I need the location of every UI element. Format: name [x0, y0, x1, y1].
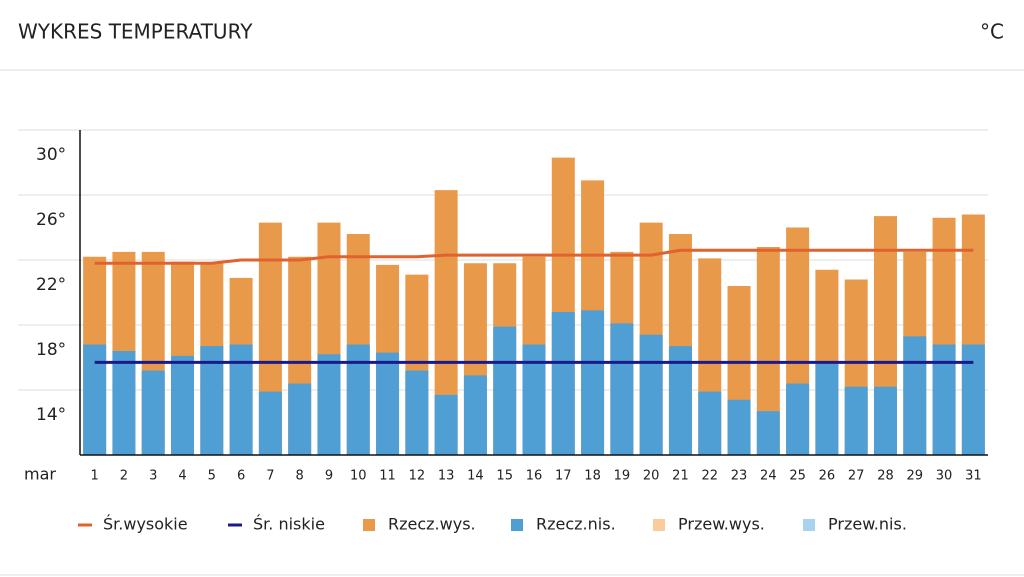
x-tick-label: 20 — [643, 469, 660, 484]
bar — [141, 370, 165, 455]
bar — [668, 346, 692, 455]
bar — [288, 383, 312, 455]
x-axis-label: mar — [24, 465, 56, 484]
unit: °C — [980, 20, 1004, 44]
x-tick-label: 15 — [496, 469, 513, 484]
x-tick-label: 31 — [965, 469, 982, 484]
legend-label: Przew.wys. — [678, 515, 765, 534]
x-tick-label: 28 — [877, 469, 894, 484]
bar — [258, 391, 282, 455]
bar — [317, 354, 341, 455]
legend-label: Rzecz.wys. — [388, 515, 476, 534]
x-tick-label: 10 — [350, 469, 367, 484]
x-tick-label: 25 — [789, 469, 806, 484]
x-tick-label: 2 — [120, 469, 128, 484]
bar — [405, 370, 429, 455]
bar — [83, 344, 107, 455]
legend-marker — [363, 519, 375, 531]
bar — [522, 344, 546, 455]
bar — [844, 386, 868, 455]
legend-marker — [511, 519, 523, 531]
x-tick-label: 9 — [325, 469, 333, 484]
x-tick-label: 14 — [467, 469, 484, 484]
y-tick-label: 26° — [36, 210, 66, 230]
x-tick-label: 12 — [409, 469, 426, 484]
legend-label: Rzecz.nis. — [536, 515, 616, 534]
average-line — [94, 248, 974, 265]
x-tick-label: 26 — [819, 469, 836, 484]
bar — [786, 383, 810, 455]
bar — [815, 364, 839, 455]
y-tick-label: 14° — [36, 405, 66, 425]
x-tick-label: 4 — [178, 469, 186, 484]
bar — [873, 386, 897, 455]
legend-marker — [653, 519, 665, 531]
legend-label: Śr. niskie — [253, 515, 325, 534]
x-tick-label: 23 — [731, 469, 748, 484]
x-tick-label: 1 — [91, 469, 99, 484]
bar — [581, 310, 605, 455]
title: WYKRES TEMPERATURY — [18, 20, 253, 44]
x-tick-label: 3 — [149, 469, 157, 484]
x-tick-label: 16 — [526, 469, 543, 484]
bar — [346, 344, 370, 455]
x-tick-label: 29 — [907, 469, 924, 484]
legend-label: Śr.wysokie — [103, 515, 188, 534]
bar — [756, 247, 780, 455]
bar — [200, 346, 224, 455]
x-tick-label: 18 — [584, 469, 601, 484]
bar — [639, 334, 663, 455]
bar — [610, 323, 634, 455]
bar — [756, 411, 780, 455]
bar — [698, 391, 722, 455]
x-tick-label: 7 — [266, 469, 274, 484]
x-tick-label: 24 — [760, 469, 777, 484]
bar — [551, 312, 575, 455]
x-tick-label: 22 — [701, 469, 718, 484]
bar — [932, 344, 956, 455]
x-tick-label: 6 — [237, 469, 245, 484]
bar — [112, 351, 136, 455]
bar — [961, 344, 985, 455]
y-tick-label: 18° — [36, 340, 66, 360]
x-tick-label: 21 — [672, 469, 689, 484]
y-tick-label: 22° — [36, 275, 66, 295]
bar — [434, 394, 458, 455]
legend-marker — [803, 519, 815, 531]
x-tick-label: 11 — [379, 469, 396, 484]
x-tick-label: 27 — [848, 469, 865, 484]
bar — [727, 399, 751, 455]
legend-label: Przew.nis. — [828, 515, 907, 534]
x-tick-label: 17 — [555, 469, 572, 484]
y-tick-label: 30° — [36, 145, 66, 165]
x-tick-label: 30 — [936, 469, 953, 484]
x-tick-label: 5 — [208, 469, 216, 484]
bar — [903, 336, 927, 455]
bar — [171, 355, 195, 455]
bar — [229, 344, 253, 455]
x-tick-label: 13 — [438, 469, 455, 484]
bar — [493, 326, 517, 455]
bar — [463, 375, 487, 455]
x-tick-label: 19 — [614, 469, 631, 484]
x-tick-label: 8 — [296, 469, 304, 484]
bar — [376, 352, 400, 455]
